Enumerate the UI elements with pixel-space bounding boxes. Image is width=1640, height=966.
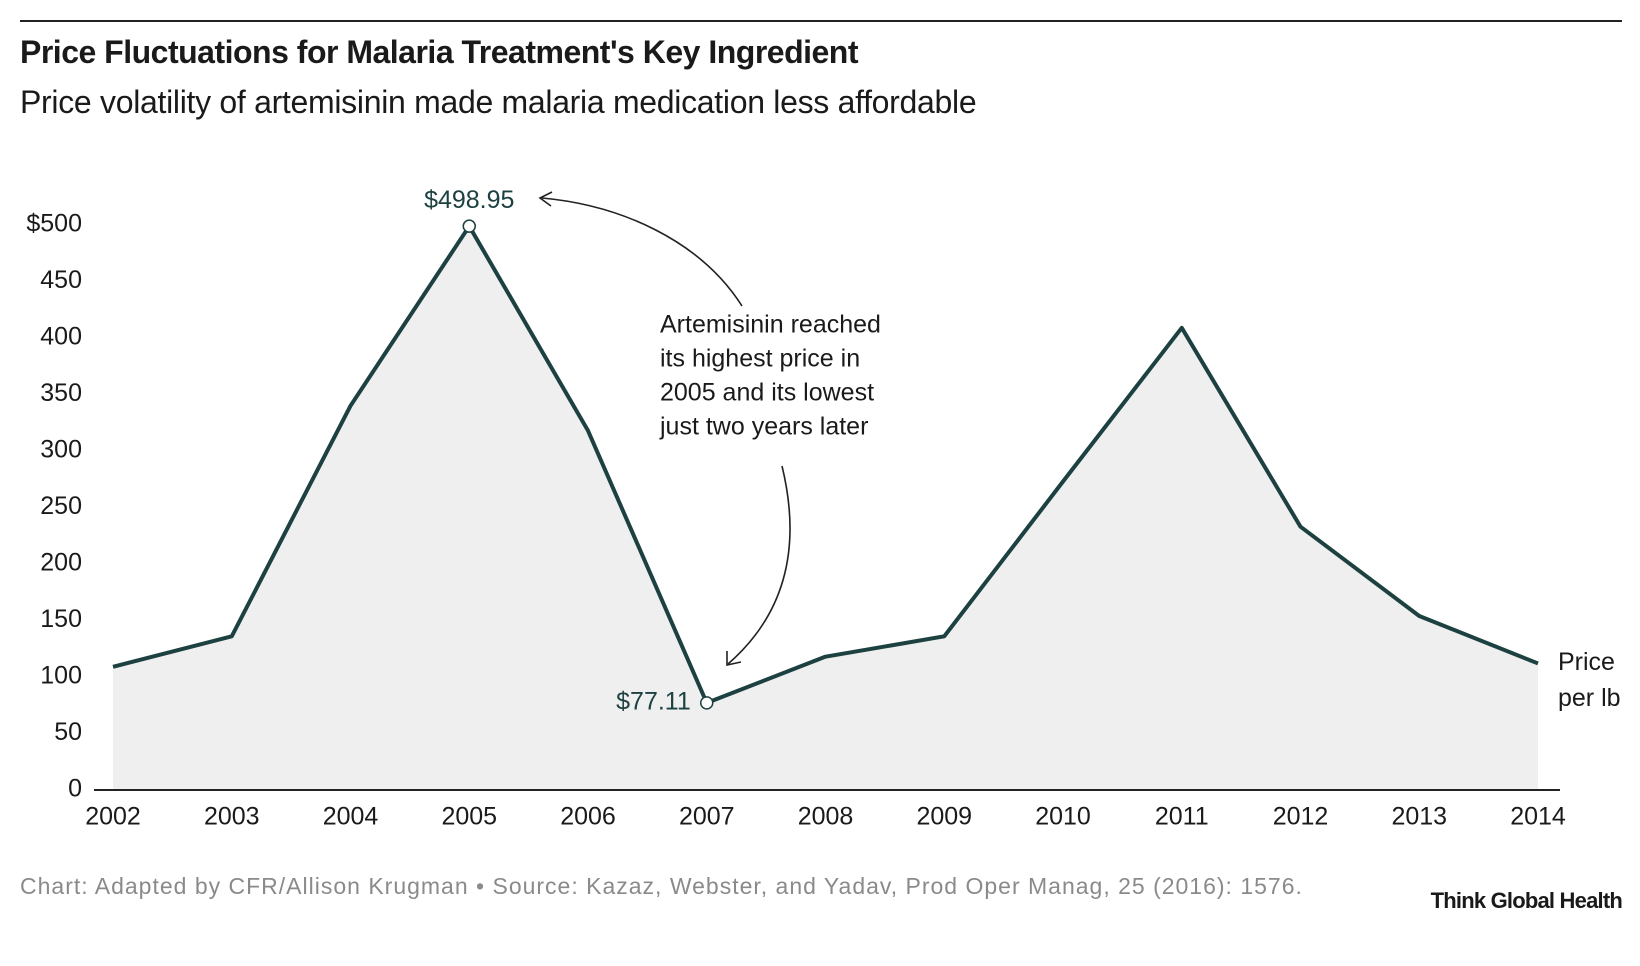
x-tick-label: 2009 bbox=[916, 803, 972, 831]
annotation-arrow bbox=[541, 197, 743, 307]
y-tick-label: 250 bbox=[40, 492, 82, 520]
x-tick-label: 2013 bbox=[1391, 803, 1447, 831]
x-tick-label: 2008 bbox=[798, 803, 854, 831]
value-label: $498.95 bbox=[424, 186, 514, 214]
annotation-arrow bbox=[727, 465, 791, 665]
y-tick-label: 200 bbox=[40, 549, 82, 577]
x-tick-label: 2007 bbox=[679, 803, 735, 831]
value-label: $77.11 bbox=[616, 687, 691, 715]
x-tick-label: 2006 bbox=[560, 803, 616, 831]
line bbox=[112, 224, 1539, 705]
x-tick-label: 2004 bbox=[323, 803, 379, 831]
y-tick-label: 300 bbox=[40, 436, 82, 464]
x-tick-label: 2002 bbox=[85, 803, 141, 831]
y-tick-label: 100 bbox=[40, 662, 82, 690]
x-tick-label: 2003 bbox=[204, 803, 260, 831]
area bbox=[113, 226, 1538, 790]
source-note: Chart: Adapted by CFR/Allison Krugman • … bbox=[20, 873, 1303, 899]
y-tick-label: 350 bbox=[40, 379, 82, 407]
x-tick-label: 2012 bbox=[1273, 803, 1329, 831]
y-tick-label: $500 bbox=[26, 210, 82, 238]
x-tick-label: 2014 bbox=[1510, 803, 1566, 831]
series-label: Price per lb bbox=[1558, 648, 1621, 712]
arrow-head bbox=[726, 651, 742, 666]
y-tick-label: 50 bbox=[54, 718, 82, 746]
chart-title: Price Fluctuations for Malaria Treatment… bbox=[20, 34, 859, 70]
brand: Think Global Health bbox=[1430, 888, 1623, 913]
x-tick-label: 2005 bbox=[441, 803, 497, 831]
annotation: its highest price in bbox=[660, 345, 860, 373]
y-tick-label: 450 bbox=[40, 266, 82, 294]
point-marker bbox=[462, 219, 476, 233]
annotation: 2005 and its lowest bbox=[660, 379, 874, 407]
y-tick-label: 0 bbox=[68, 775, 82, 803]
arrow-head bbox=[538, 191, 553, 207]
annotation: Artemisinin reached bbox=[660, 311, 881, 339]
x-tick-label: 2011 bbox=[1155, 803, 1209, 831]
y-tick-label: 150 bbox=[40, 605, 82, 633]
x-tick-label: 2010 bbox=[1035, 803, 1091, 831]
chart-subtitle: Price volatility of artemisinin made mal… bbox=[20, 84, 977, 120]
y-tick-label: 400 bbox=[40, 323, 82, 351]
point-marker bbox=[700, 696, 714, 710]
annotation: just two years later bbox=[659, 413, 868, 441]
